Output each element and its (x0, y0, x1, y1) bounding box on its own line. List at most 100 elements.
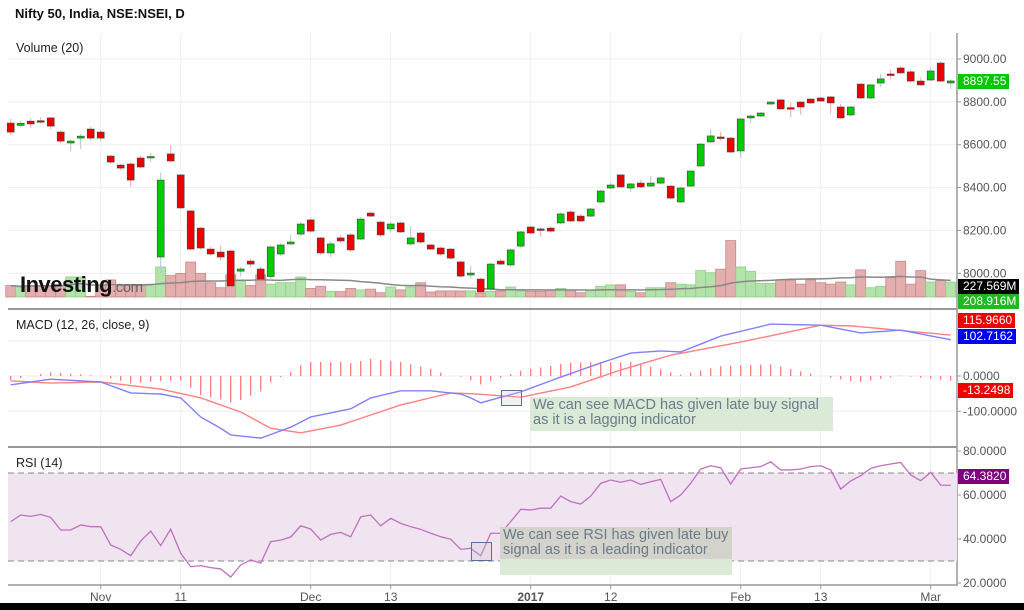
volume-bar (705, 272, 717, 298)
price-tick-label: 9000.00 (963, 52, 1007, 66)
candle-body (296, 223, 305, 235)
candle (606, 183, 615, 190)
candle (426, 243, 435, 251)
volume-bar (395, 289, 407, 298)
volume-bar (685, 284, 697, 298)
volume-bar (745, 270, 757, 298)
candle-body (926, 70, 935, 81)
volume-bar (935, 280, 947, 298)
candle (446, 248, 455, 260)
candle-body (496, 260, 505, 265)
candle-body (476, 278, 485, 293)
x-tick-label: 13 (384, 590, 398, 603)
candle-body (336, 237, 345, 242)
candle-body (676, 187, 685, 203)
volume-bar (235, 280, 247, 298)
candle-body (856, 83, 865, 99)
volume-bar (75, 276, 87, 298)
candle (816, 96, 825, 103)
candle-body (556, 213, 565, 224)
macd-tick-label: 0.0000 (963, 369, 1000, 383)
candle (336, 234, 345, 244)
rsi-tick-label: 60.0000 (963, 488, 1007, 502)
candle-body (166, 153, 175, 162)
volume-bar (755, 283, 767, 298)
candle (96, 129, 105, 141)
candle (766, 101, 775, 106)
candle-body (146, 156, 155, 159)
volume-bar (405, 286, 417, 298)
volume-bar (695, 270, 707, 298)
volume-bar (435, 290, 447, 298)
volume-bar (415, 282, 427, 298)
macd-signal-badge: 115.9660 (958, 313, 1016, 328)
candle (706, 129, 715, 144)
volume-bar (205, 282, 217, 298)
volume-bar (455, 290, 467, 298)
candle (116, 164, 125, 171)
volume-bar (425, 291, 437, 298)
candle-body (186, 210, 195, 250)
candle (806, 98, 815, 105)
rsi-tick-label: 80.0000 (963, 444, 1007, 458)
candle-body (776, 99, 785, 110)
candle (216, 245, 225, 261)
candle (756, 112, 765, 118)
volume-bar (175, 273, 187, 298)
candle-body (636, 182, 645, 188)
volume-bar (485, 290, 497, 298)
candle-body (806, 98, 815, 104)
candle (486, 262, 495, 292)
x-tick-label: 11 (174, 590, 187, 603)
candle-body (196, 227, 205, 249)
volume-bar (535, 290, 547, 298)
candle (936, 61, 945, 83)
candle (916, 77, 925, 87)
candle-body (86, 128, 95, 139)
candle (676, 187, 685, 204)
candle-body (446, 248, 455, 259)
volume-bar (565, 289, 577, 298)
candle-body (696, 143, 705, 167)
candle (496, 258, 505, 266)
price-tick-label: 8400.00 (963, 181, 1007, 195)
candle (796, 101, 805, 115)
candle-body (746, 115, 755, 119)
volume-bar (515, 290, 527, 298)
volume-bar (725, 240, 737, 298)
volume-bar (185, 261, 197, 298)
candle-body (126, 163, 135, 181)
macd-crossover-highlight (501, 390, 522, 406)
candle-body (256, 268, 265, 280)
candle-body (656, 177, 665, 184)
candle (386, 221, 395, 233)
candle (406, 226, 415, 246)
logo-text: Investing (20, 272, 113, 297)
candle (736, 117, 745, 159)
x-tick-label: Nov (90, 590, 111, 603)
volume-bar (275, 282, 287, 298)
rsi-tick-label: 20.0000 (963, 576, 1007, 590)
volume-bar (165, 275, 177, 298)
volume-bar (195, 273, 207, 298)
candle (716, 131, 725, 141)
candle (56, 130, 65, 144)
volume-bar (545, 289, 557, 298)
candle-body (366, 212, 375, 217)
candle (666, 185, 675, 200)
macd-badge: 102.7162 (958, 329, 1017, 344)
candle-body (686, 170, 695, 187)
volume-bar (895, 260, 907, 298)
volume-bars (5, 240, 957, 298)
candle-body (306, 219, 315, 232)
volume-bar (475, 292, 487, 298)
volume-bar (325, 290, 337, 298)
candle (546, 226, 555, 233)
volume-bar (885, 277, 897, 298)
candle (346, 233, 355, 252)
volume-bar (835, 281, 847, 298)
candle-body (626, 183, 635, 189)
candle-body (416, 232, 425, 243)
candle-body (796, 101, 805, 108)
